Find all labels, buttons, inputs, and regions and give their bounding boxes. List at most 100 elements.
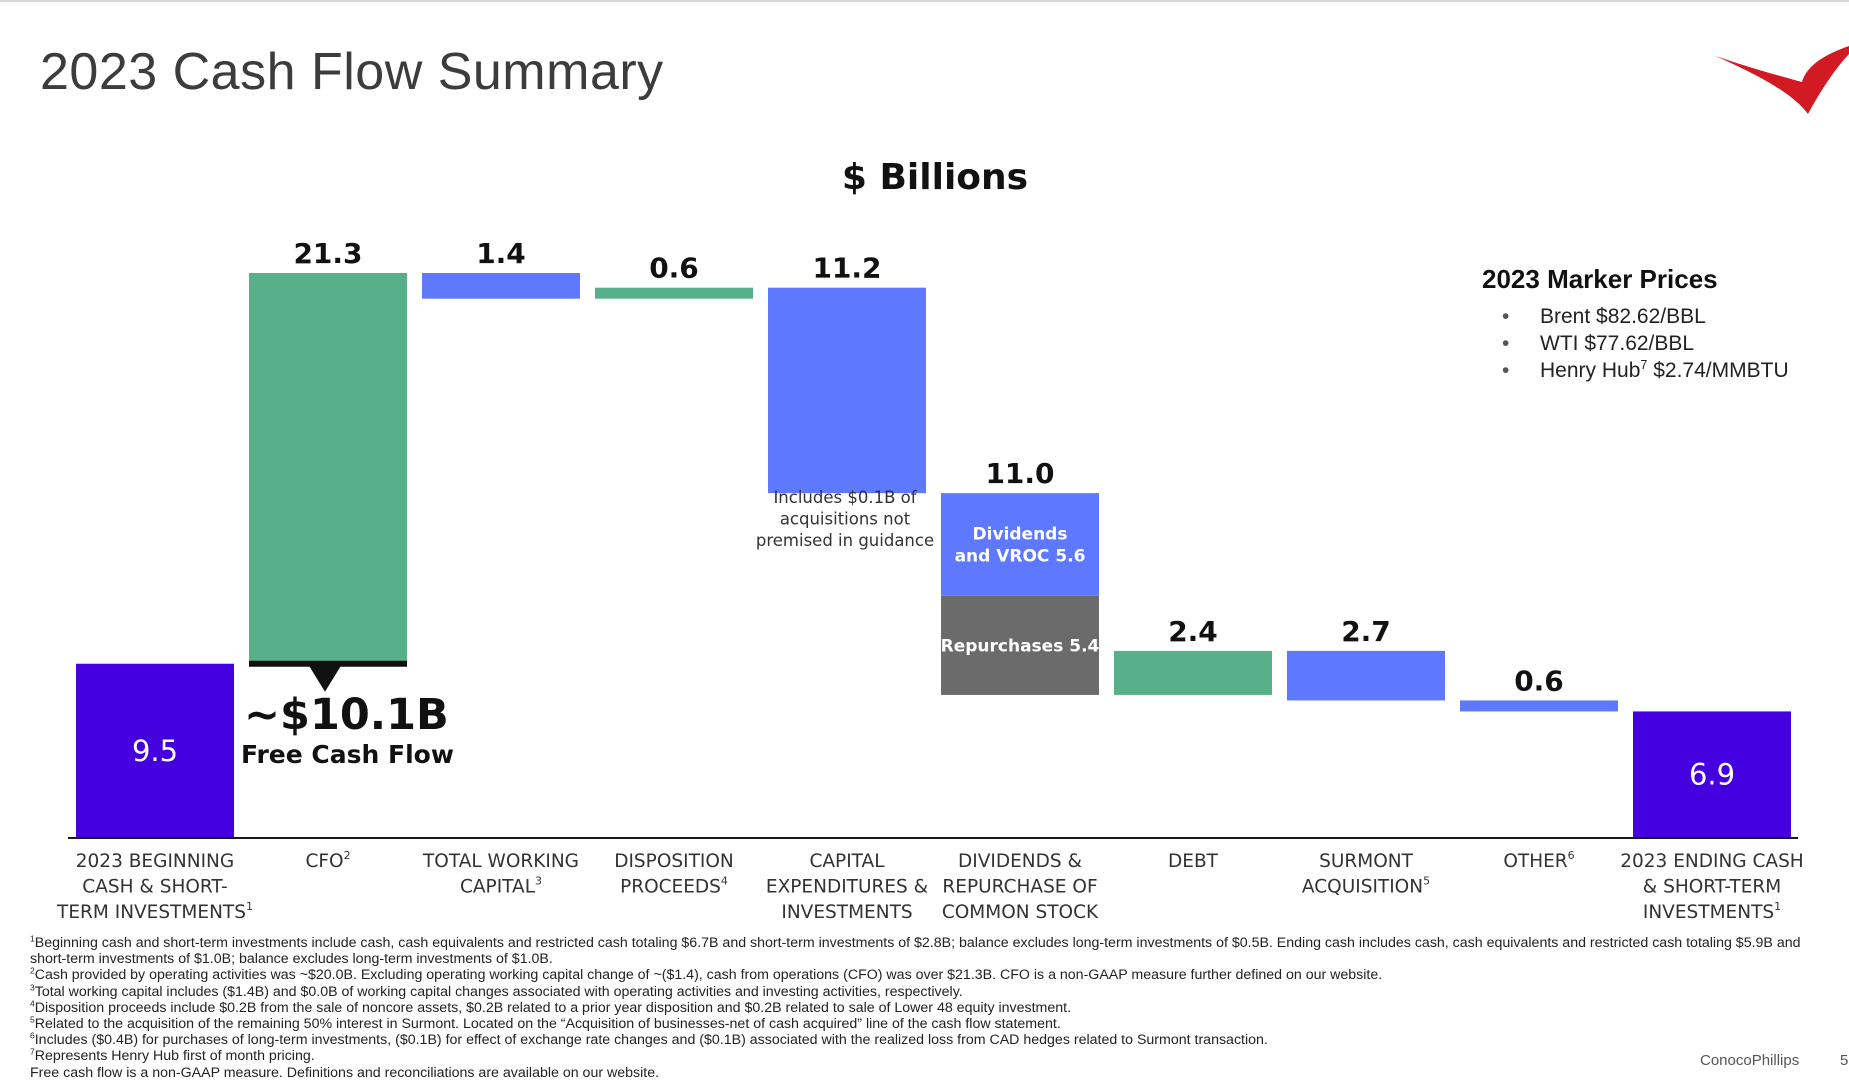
- category-label: & SHORT-TERM: [1643, 877, 1781, 898]
- marker-prices-box: 2023 Marker Prices • Brent $82.62/BBL • WT…: [1482, 264, 1789, 384]
- price-brent: • Brent $82.62/BBL: [1482, 303, 1789, 330]
- data-label: 9.5: [132, 734, 178, 768]
- marker-prices-title: 2023 Marker Prices: [1482, 264, 1718, 294]
- price-wti: • WTI $77.62/BBL: [1482, 330, 1789, 357]
- waterfall-chart: $ Billions 9.5 2023 BEGINNING CASH & SHORT-…: [56, 157, 1804, 923]
- capex-note: Includes $0.1B of: [773, 488, 917, 507]
- data-label: 21.3: [293, 237, 362, 270]
- bullet-icon: •: [1502, 359, 1510, 382]
- category-label: DISPOSITION: [614, 851, 734, 872]
- footnote-marker: 3: [30, 981, 35, 992]
- data-label: 0.6: [1514, 664, 1564, 697]
- bar-3: [422, 273, 580, 299]
- category-label: OTHER6: [1503, 849, 1574, 872]
- chart-title: $ Billions: [842, 157, 1028, 198]
- fcf-arrow-icon: [309, 665, 341, 692]
- bar-8: [1287, 650, 1445, 701]
- category-label-sup: 6: [1568, 849, 1575, 862]
- category-label: ACQUISITION5: [1302, 875, 1430, 898]
- slide-title: 2023 Cash Flow Summary: [40, 43, 664, 101]
- data-label: 1.4: [476, 237, 526, 270]
- bullet-icon: •: [1502, 332, 1510, 355]
- footnote-text: Includes ($0.4B) for purchases of long-t…: [34, 1032, 1268, 1049]
- category-label-sup: 1: [1774, 900, 1781, 913]
- category-label: INVESTMENTS1: [1643, 900, 1781, 923]
- data-label: 2.4: [1168, 615, 1218, 648]
- logo-wing-shape: [1716, 46, 1849, 114]
- data-label: 11.0: [985, 457, 1054, 490]
- marker-prices-list: • Brent $82.62/BBL • WTI $77.62/BBL • Henry…: [1482, 303, 1789, 384]
- footnote-2: 2Cash provided by operating activities w…: [30, 965, 1820, 984]
- bar-5: [768, 287, 926, 494]
- data-label: 11.2: [812, 252, 881, 285]
- footnote-text: Related to the acquisition of the remain…: [34, 1016, 1061, 1033]
- category-label: 2023 BEGINNING: [76, 851, 234, 872]
- category-label-sup: 5: [1423, 875, 1430, 888]
- footnote-6: 6Includes ($0.4B) for purchases of long-…: [30, 1030, 1820, 1049]
- category-label: CAPITAL: [809, 851, 885, 872]
- category-label: EXPENDITURES &: [766, 877, 928, 898]
- category-label: COMMON STOCK: [942, 902, 1099, 923]
- footnote-text: Free cash flow is a non-GAAP measure. De…: [30, 1064, 660, 1081]
- stacked-segment-1: [941, 493, 1099, 596]
- category-label: TOTAL WORKING: [422, 851, 579, 872]
- footnote-marker: 4: [30, 998, 35, 1009]
- footnote-marker: 5: [30, 1014, 35, 1025]
- category-label: 2023 ENDING CASH: [1620, 851, 1803, 872]
- data-label: 0.6: [649, 252, 699, 285]
- category-label: SURMONT: [1319, 851, 1414, 872]
- stacked-segment-2: [941, 595, 1099, 695]
- footnote-7: 7Represents Henry Hub first of month pri…: [30, 1046, 1820, 1065]
- footnote-8: Free cash flow is a non-GAAP measure. De…: [30, 1065, 1820, 1081]
- category-label-sup: 2: [344, 849, 351, 862]
- category-label-sup: 1: [246, 900, 253, 913]
- footnote-4: 4Disposition proceeds include $0.2B from…: [30, 998, 1820, 1016]
- brand-name: ConocoPhillips: [1700, 1052, 1800, 1069]
- price-henry-sup: 7: [1640, 358, 1648, 372]
- category-label-sup: 4: [721, 875, 728, 888]
- category-label: DEBT: [1168, 851, 1219, 872]
- bar-2: [249, 273, 407, 664]
- stacked-segment-label: Repurchases 5.4: [941, 636, 1100, 656]
- footnote-5: 5Related to the acquisition of the remai…: [30, 1014, 1820, 1033]
- category-label: CFO2: [305, 849, 350, 872]
- stacked-segment-label: and VROC 5.6: [955, 547, 1086, 567]
- category-label: CASH & SHORT-: [82, 877, 227, 898]
- bar-10: [1633, 711, 1791, 838]
- price-brent-text: Brent $82.62/BBL: [1540, 305, 1706, 328]
- footnote-marker: 6: [30, 1030, 35, 1041]
- page-number: 5: [1840, 1052, 1849, 1069]
- footnote-1: 1Beginning cash and short-term investmen…: [30, 934, 1820, 968]
- bar-7: [1114, 650, 1272, 695]
- capex-note: acquisitions not: [780, 510, 911, 529]
- bar-9: [1460, 700, 1618, 712]
- price-henry-value: $2.74/MMBTU: [1647, 359, 1789, 382]
- category-label: INVESTMENTS: [781, 902, 912, 923]
- fcf-value: ~$10.1B: [244, 690, 449, 740]
- category-label: DIVIDENDS &: [958, 851, 1082, 872]
- footnote-text: Disposition proceeds include $0.2B from …: [34, 999, 1072, 1016]
- price-henry-name: Henry Hub: [1540, 359, 1641, 382]
- footnote-text: Beginning cash and short-term investment…: [30, 935, 1801, 968]
- data-label: 6.9: [1689, 758, 1735, 792]
- footnotes: 1Beginning cash and short-term investmen…: [30, 934, 1820, 1081]
- capex-note: premised in guidance: [756, 531, 934, 550]
- footnote-3: 3Total working capital includes ($1.4B) …: [30, 981, 1820, 1000]
- price-henry-hub: • Henry Hub7 $2.74/MMBTU: [1482, 357, 1789, 384]
- category-label: CAPITAL3: [460, 875, 542, 898]
- bullet-icon: •: [1502, 305, 1510, 328]
- footnote-text: Total working capital includes ($1.4B) a…: [34, 983, 963, 1000]
- fcf-label: Free Cash Flow: [241, 740, 454, 769]
- stacked-segment-label: Dividends: [973, 525, 1068, 545]
- category-label: REPURCHASE OF: [942, 877, 1097, 898]
- footnote-text: Cash provided by operating activities wa…: [34, 967, 1383, 984]
- footnote-marker: 7: [30, 1046, 35, 1057]
- category-label-sup: 3: [535, 875, 542, 888]
- footnote-text: Represents Henry Hub first of month pric…: [34, 1048, 315, 1065]
- bar-4: [595, 287, 753, 299]
- category-label: TERM INVESTMENTS1: [56, 900, 253, 923]
- category-label: PROCEEDS4: [620, 875, 728, 898]
- footnote-marker: 2: [30, 965, 35, 976]
- bar-1: [76, 663, 234, 838]
- conocophillips-logo: [1716, 46, 1849, 114]
